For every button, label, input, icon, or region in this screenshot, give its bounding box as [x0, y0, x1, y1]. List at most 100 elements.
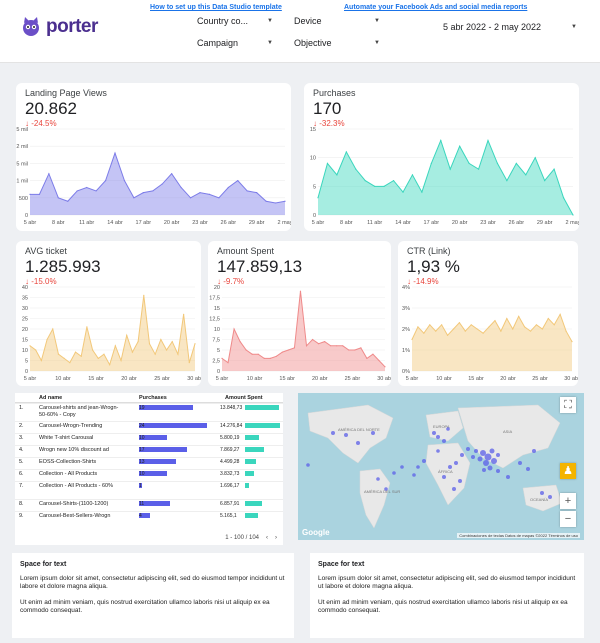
campaign-filter[interactable]: Campaign ▼: [197, 38, 273, 48]
y-tick-label: 12,5: [209, 317, 220, 323]
landing-title: Landing Page Views: [25, 88, 107, 98]
data-point: [541, 328, 543, 330]
data-point: [571, 341, 573, 343]
data-point: [80, 355, 82, 357]
area-fill: [30, 153, 285, 215]
automate-reports-link[interactable]: Automate your Facebook Ads and social me…: [344, 4, 528, 11]
x-tick-label: 23 abr: [480, 220, 496, 226]
porter-logo[interactable]: porter: [20, 16, 98, 38]
data-point: [233, 328, 235, 330]
purchases-value: 19: [139, 405, 145, 411]
zoom-in-button[interactable]: +: [560, 493, 576, 509]
data-point: [518, 315, 520, 317]
data-point: [109, 364, 111, 366]
col-purchases[interactable]: Purchases: [139, 395, 167, 401]
data-point: [208, 193, 211, 195]
data-point: [245, 349, 247, 351]
amount-spent-bar: [245, 513, 258, 518]
data-point: [430, 162, 432, 164]
data-point: [360, 347, 362, 349]
north-america-shape: [307, 404, 394, 464]
data-point: [326, 162, 329, 164]
label-europe: EUROPA: [433, 424, 450, 429]
data-point: [452, 328, 455, 330]
pegman-icon[interactable]: ♟: [560, 463, 576, 479]
data-point: [324, 341, 326, 343]
purchases-bar: [139, 435, 168, 440]
purchases-value: 170: [313, 99, 342, 118]
data-point: [293, 347, 296, 349]
y-tick-label: 0: [313, 213, 316, 219]
data-point: [299, 290, 302, 292]
data-point: [104, 180, 107, 182]
date-range-picker[interactable]: 5 abr 2022 - 2 may 2022 ▼: [443, 22, 577, 32]
device-filter[interactable]: Device ▼: [294, 16, 380, 26]
col-amount-spent[interactable]: Amount Spent: [225, 395, 263, 401]
data-point: [458, 322, 461, 324]
country-filter[interactable]: Country co... ▼: [197, 16, 273, 26]
data-point: [284, 200, 286, 202]
y-tick-label: 0%: [402, 369, 410, 375]
data-point: [374, 185, 376, 187]
next-page-icon[interactable]: ›: [275, 535, 277, 541]
zoom-out-button[interactable]: −: [560, 511, 576, 527]
amount-spent-value: 5.165,1: [220, 513, 237, 519]
objective-filter[interactable]: Objective ▼: [294, 38, 380, 48]
data-point: [529, 330, 532, 332]
data-point: [429, 324, 431, 326]
purchases-value: 17: [139, 447, 145, 453]
text-block-title: Space for text: [20, 561, 67, 568]
data-point: [29, 345, 31, 347]
amount-spent-value: 3.832,73: [220, 471, 240, 477]
landing-value: 20.862: [25, 99, 77, 118]
text-block-paragraph: Lorem ipsum dolor sit amet, consectetur …: [318, 575, 576, 590]
data-point: [372, 353, 374, 355]
row-divider: [15, 469, 283, 470]
landing-page-views-card: Landing Page Views 20.862 ↓ -24.5% 0 500 1…: [16, 83, 291, 231]
row-divider: [15, 481, 283, 482]
x-tick-label: 5 abr: [24, 220, 37, 226]
row-index: 6.: [19, 471, 24, 477]
avg-ticket-value: 1.285.993: [25, 257, 101, 276]
x-tick-label: 15 abr: [468, 376, 484, 382]
area-fill: [222, 291, 385, 371]
y-tick-label: 15: [22, 338, 28, 344]
ad-name-cell: Carousel-Best-Sellers-Wrogn: [39, 513, 111, 519]
y-tick-label: 2 mil: [16, 144, 28, 150]
data-point: [402, 191, 404, 193]
data-point: [506, 180, 508, 182]
map-footer[interactable]: Combinaciones de teclas Datos de mapas ©…: [457, 533, 580, 538]
chevron-down-icon: ▼: [267, 18, 273, 24]
data-point: [67, 200, 69, 202]
fullscreen-icon[interactable]: ⛶: [560, 397, 576, 413]
data-point: [523, 326, 526, 328]
x-tick-label: 14 abr: [395, 220, 411, 226]
purchases-card: Purchases 170 ↓ -32.3% 0 5 10 15 5 abr 8 abr 1…: [304, 83, 579, 231]
purchases-bar: [139, 459, 176, 464]
data-point: [218, 197, 220, 199]
row-index: 2.: [19, 423, 24, 429]
setup-template-link[interactable]: How to set up this Data Studio template: [150, 4, 282, 11]
data-point: [500, 330, 502, 332]
data-point: [91, 349, 94, 351]
south-america-shape: [359, 468, 391, 529]
data-point: [180, 186, 182, 189]
landing-delta: ↓ -24.5%: [25, 119, 57, 128]
device-filter-label: Device: [294, 16, 322, 26]
area-fill: [30, 295, 195, 371]
data-point: [534, 157, 536, 159]
cat-logo-icon: [23, 17, 39, 36]
y-tick-label: 15: [310, 127, 316, 133]
ad-name-cell: Collection - All Products: [39, 471, 98, 477]
geo-map[interactable]: AMÉRICA DEL NORTE EUROPA ASIA ÁFRICA AMÉ…: [298, 393, 584, 540]
data-point: [123, 180, 126, 182]
amount-spent-title: Amount Spent: [217, 246, 275, 256]
data-point: [131, 351, 134, 353]
col-ad-name[interactable]: Ad name: [39, 395, 63, 401]
amount-spent-bar: [245, 459, 257, 464]
y-tick-label: 35: [22, 296, 28, 302]
x-tick-label: 11 abr: [367, 220, 382, 226]
row-divider: [15, 445, 283, 446]
prev-page-icon[interactable]: ‹: [266, 535, 268, 541]
data-point: [565, 330, 567, 332]
